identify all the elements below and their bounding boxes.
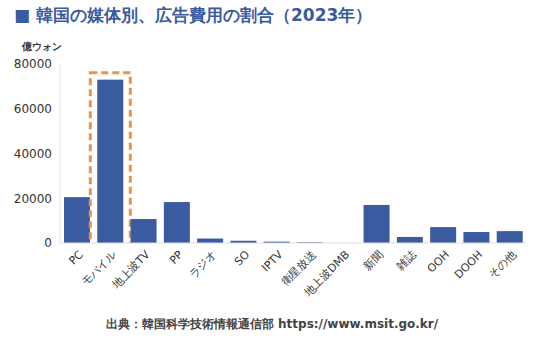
svg-text:その他: その他 [486, 248, 519, 281]
svg-text:SO: SO [232, 248, 252, 268]
svg-text:地上波TV: 地上波TV [109, 248, 153, 292]
svg-text:雑誌: 雑誌 [394, 248, 419, 273]
svg-text:60000: 60000 [14, 102, 52, 116]
svg-text:衛星放送: 衛星放送 [278, 248, 319, 289]
html-text:億ウォン: 億ウォン [22, 41, 62, 52]
svg-text:PC: PC [67, 248, 87, 268]
svg-text:40000: 40000 [14, 147, 52, 161]
svg-text:地上波DMB: 地上波DMB [301, 248, 352, 299]
svg-text:DOOH: DOOH [452, 248, 485, 281]
svg-text:20000: 20000 [14, 192, 52, 206]
svg-text:新聞: 新聞 [361, 248, 386, 273]
svg-text:モバイル: モバイル [78, 248, 120, 289]
svg-text:OOH: OOH [425, 248, 452, 275]
html-text:出典：韓国科学技術情報通信部 https://www.msi: 出典：韓国科学技術情報通信部 https://www.msit.go.kr/ [105, 317, 439, 331]
svg-text:PP: PP [167, 248, 186, 267]
svg-text:IPTV: IPTV [259, 248, 286, 275]
html-text:■ 韓国の媒体別、広告費用の割合（2023年）: ■ 韓国の媒体別、広告費用の割合（2023年） [14, 5, 373, 25]
svg-text:0: 0 [44, 236, 52, 250]
svg-text:ラジオ: ラジオ [186, 248, 219, 281]
svg-text:80000: 80000 [14, 57, 52, 71]
